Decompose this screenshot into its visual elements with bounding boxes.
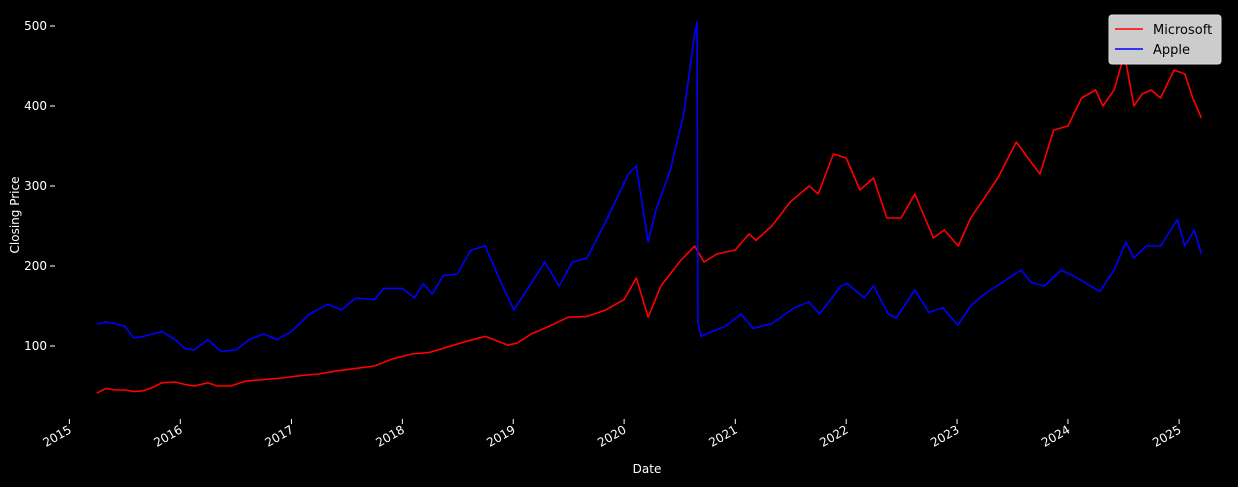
x-axis-label: Date [633, 462, 662, 476]
y-tick-label: 400 [24, 99, 47, 113]
y-tick-label: 100 [24, 339, 47, 353]
legend: Microsoft Apple [1108, 14, 1222, 65]
series-line-microsoft [96, 53, 1203, 394]
series-layer [96, 21, 1203, 394]
y-tick-label: 200 [24, 259, 47, 273]
legend-label: Apple [1153, 43, 1190, 58]
y-tick-label: 500 [24, 19, 47, 33]
y-axis-label: Closing Price [8, 177, 22, 254]
y-axis: 100 200 300 400 500 [24, 19, 55, 353]
legend-box [1108, 14, 1222, 65]
series-line-apple [96, 21, 1203, 353]
legend-label: Microsoft [1153, 23, 1212, 38]
y-tick-label: 300 [24, 179, 47, 193]
